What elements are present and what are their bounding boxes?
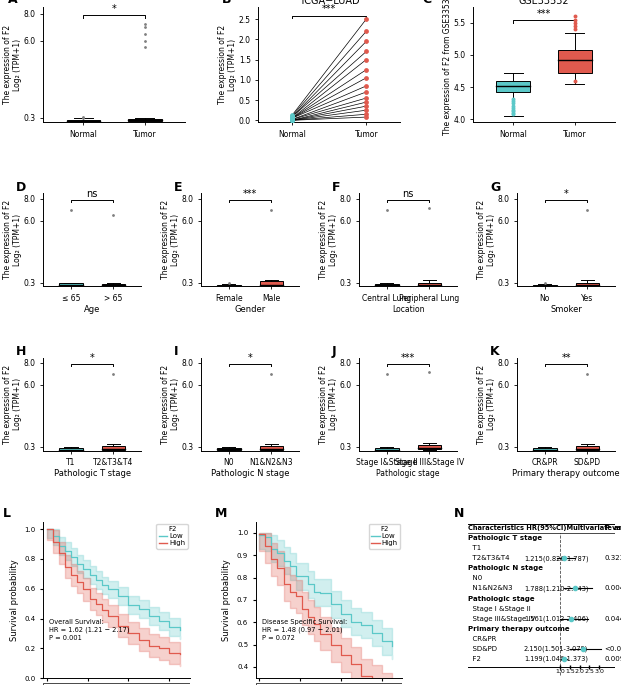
Text: 1.561(1.012-2.406): 1.561(1.012-2.406) [524,615,589,622]
Point [509,104,519,115]
Bar [375,448,399,450]
Point [509,108,519,119]
Title: GSE33532: GSE33532 [519,0,569,6]
Text: ns: ns [86,189,98,199]
Text: 1.199(1.046-1.373): 1.199(1.046-1.373) [524,656,588,662]
Bar [260,446,283,449]
Point [361,36,371,47]
Point [509,108,519,119]
Text: ***: *** [243,189,257,199]
Text: CR&PR: CR&PR [468,636,497,642]
Text: ns: ns [402,189,414,199]
Legend: Low, High: Low, High [369,524,401,549]
Text: 1.215(0.826-1.787): 1.215(0.826-1.787) [524,555,589,562]
Text: Characteristics HR(95%CI)Multivariate analysis: Characteristics HR(95%CI)Multivariate an… [468,525,621,531]
Point [361,92,371,103]
Point [509,101,519,112]
Text: *: * [564,189,568,199]
Text: G: G [490,181,501,194]
Point [361,14,371,25]
Point [287,113,297,124]
Point [287,112,297,123]
X-axis label: Smoker: Smoker [550,305,582,314]
Text: J: J [332,345,337,358]
Point [361,80,371,91]
Text: 0.009: 0.009 [604,656,621,662]
Point [287,114,297,125]
Point [287,113,297,124]
Bar [576,447,599,449]
Text: *: * [248,353,253,363]
Text: Overall Survival:
HR = 1.62 (1.21 − 2.17)
P = 0.001: Overall Survival: HR = 1.62 (1.21 − 2.17… [49,619,130,641]
Y-axis label: The expression of F2
Log₂ (TPM+1): The expression of F2 Log₂ (TPM+1) [477,364,496,444]
Text: H: H [16,345,27,358]
Text: E: E [174,181,183,194]
X-axis label: Gender: Gender [235,305,266,314]
Bar [533,285,556,286]
X-axis label: Pathologic N stage: Pathologic N stage [211,469,289,477]
Text: *: * [112,4,117,14]
Bar [260,281,283,286]
Text: Primary therapy outcome: Primary therapy outcome [468,625,570,632]
Point [287,113,297,124]
Text: *: * [90,353,94,363]
Point [287,115,297,126]
Text: ***: *** [401,353,415,363]
Point [361,25,371,36]
Text: C: C [422,0,432,6]
Text: F: F [332,181,340,194]
Text: 1.788(1.210-2.643): 1.788(1.210-2.643) [524,585,589,592]
Bar [533,449,556,450]
Text: 0.044: 0.044 [604,616,621,622]
X-axis label: Age: Age [84,305,101,314]
Bar [558,50,592,73]
Point [361,64,371,75]
Y-axis label: The expression of F2
Log₂ (TPM+1): The expression of F2 Log₂ (TPM+1) [3,201,22,279]
Bar [418,283,441,286]
Text: ***: *** [537,9,551,19]
Text: 2.5: 2.5 [584,669,594,675]
Point [509,93,519,104]
Text: D: D [16,181,27,194]
Text: Stage I &Stage II: Stage I &Stage II [468,606,531,612]
X-axis label: Location: Location [392,305,424,314]
X-axis label: Primary therapy outcome: Primary therapy outcome [512,469,620,477]
Point [361,54,371,65]
Bar [375,284,399,286]
Text: K: K [490,345,500,358]
Point [361,101,371,112]
Bar [217,285,240,286]
Point [570,11,580,22]
Y-axis label: The expression of F2
Log₂ (TPM+1): The expression of F2 Log₂ (TPM+1) [161,201,180,279]
Point [570,21,580,32]
Text: I: I [174,345,179,358]
Point [361,73,371,84]
Point [287,115,297,126]
Text: P value Multivariate analysis: P value Multivariate analysis [604,525,621,531]
Point [361,105,371,116]
Y-axis label: The expression of F2
Log₂ (TPM+1): The expression of F2 Log₂ (TPM+1) [161,364,180,444]
Bar [496,81,530,92]
Point [570,14,580,25]
Text: T1: T1 [468,545,481,551]
Point [287,115,297,126]
Point [361,109,371,120]
Y-axis label: The expression of F2
Log₂ (TPM+1): The expression of F2 Log₂ (TPM+1) [3,25,22,104]
Text: 1.5: 1.5 [565,669,575,675]
Text: 2.0: 2.0 [574,669,584,675]
Text: N: N [454,507,464,520]
Text: 1.0: 1.0 [555,669,565,675]
Point [509,96,519,107]
Point [570,17,580,28]
Point [570,24,580,35]
Y-axis label: The expression of F2 from GSE33532: The expression of F2 from GSE33532 [443,0,452,135]
Bar [128,119,162,121]
Text: F2: F2 [468,656,481,662]
Y-axis label: The expression of F2
Log₂ (TPM+1): The expression of F2 Log₂ (TPM+1) [218,25,237,104]
X-axis label: Pathologic T stage: Pathologic T stage [53,469,131,477]
Text: Stage III&Stage IV: Stage III&Stage IV [468,616,535,622]
Text: N0: N0 [468,575,483,582]
Text: A: A [8,0,18,6]
Bar [418,445,441,449]
Text: Pathologic stage: Pathologic stage [468,595,535,601]
